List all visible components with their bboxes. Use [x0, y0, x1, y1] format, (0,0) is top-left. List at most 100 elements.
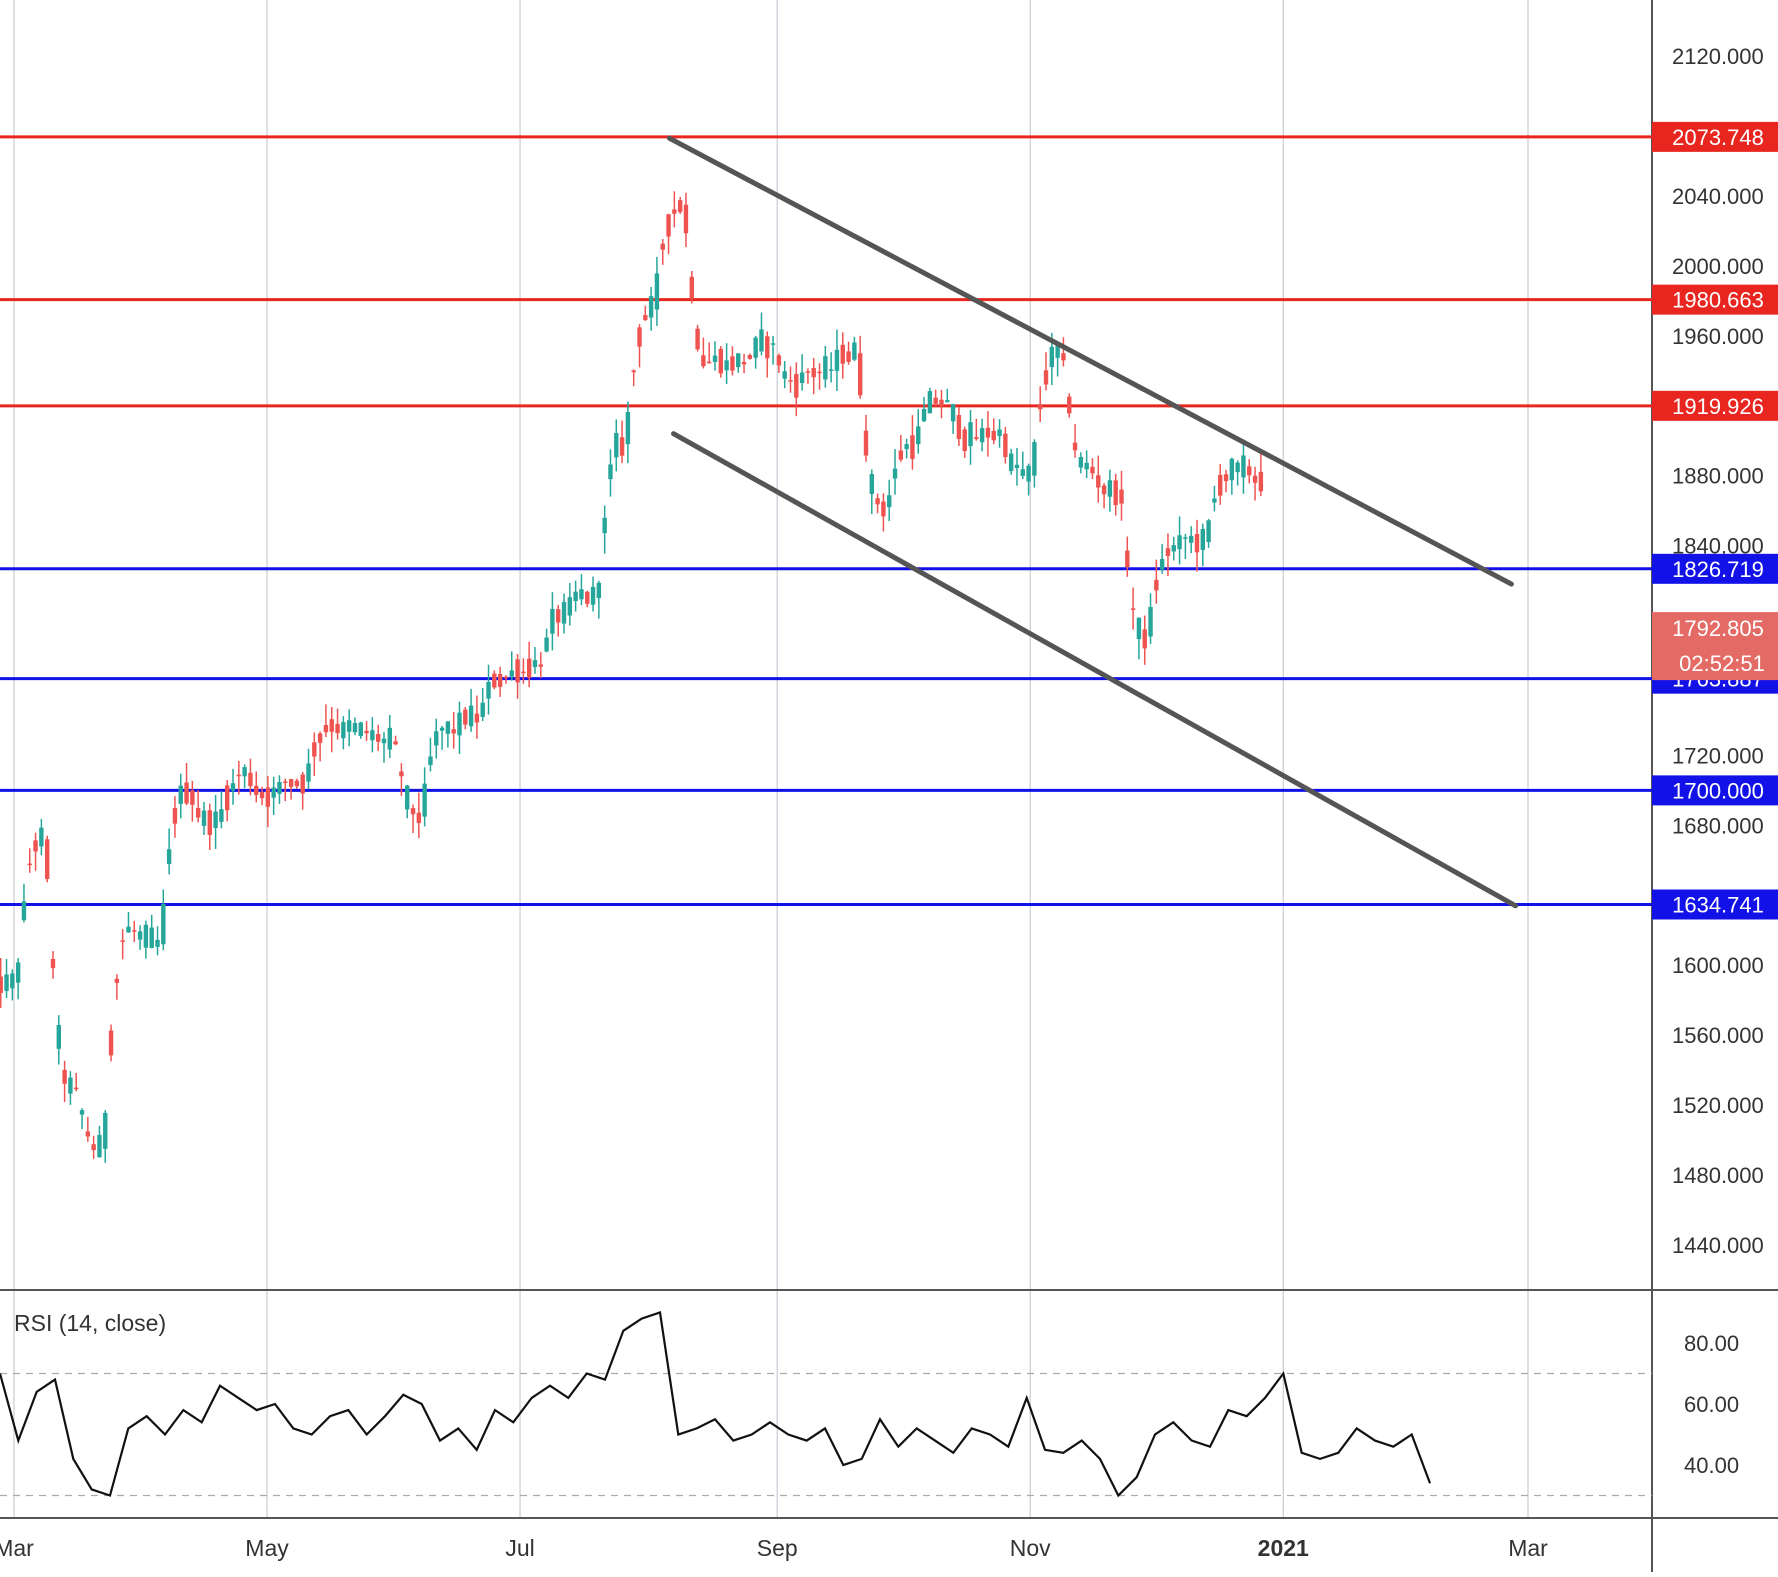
- candle: [788, 366, 793, 393]
- candle-body: [736, 353, 741, 368]
- candle-body: [602, 517, 607, 534]
- candle-body: [1154, 579, 1159, 591]
- candle-body: [730, 356, 735, 371]
- candle-body: [236, 774, 242, 777]
- candle-body: [21, 901, 27, 921]
- candle: [1142, 615, 1147, 665]
- candle-body: [1014, 464, 1020, 469]
- candle-body: [399, 771, 404, 777]
- candle: [614, 419, 619, 472]
- candle-body: [288, 779, 294, 787]
- candle-body: [927, 391, 933, 414]
- candle: [480, 687, 485, 722]
- candle: [416, 792, 422, 839]
- candle-body: [254, 785, 259, 795]
- candle: [1218, 463, 1223, 505]
- candle: [1061, 337, 1066, 367]
- candle: [323, 704, 329, 737]
- candle-body: [526, 658, 532, 679]
- support-level-tag: [1652, 775, 1778, 806]
- candle-body: [852, 342, 857, 360]
- candle-body: [213, 811, 218, 829]
- candle-body: [828, 369, 834, 371]
- candle-body: [811, 367, 816, 378]
- candle-body: [242, 767, 247, 777]
- candle: [927, 387, 933, 414]
- candle: [904, 438, 909, 459]
- candle: [312, 732, 317, 776]
- candle-body: [718, 348, 724, 374]
- candle-body: [428, 756, 433, 766]
- candle-body: [27, 863, 32, 866]
- candle-body: [712, 355, 718, 362]
- candle-body: [201, 810, 207, 826]
- candle: [805, 368, 811, 384]
- candle: [945, 388, 950, 403]
- candle: [898, 434, 904, 462]
- candle: [434, 718, 439, 759]
- candle: [143, 920, 149, 959]
- candle-body: [283, 781, 288, 783]
- candle: [277, 775, 282, 804]
- candle-body: [225, 785, 230, 811]
- candle: [619, 420, 625, 464]
- candle: [335, 708, 340, 740]
- candle-body: [689, 276, 694, 298]
- candle-body: [753, 337, 758, 358]
- candle: [161, 889, 166, 951]
- candle: [701, 337, 706, 369]
- candle-body: [573, 591, 578, 602]
- price-tick-label: 1840.000: [1672, 534, 1764, 559]
- candle-body: [457, 712, 462, 736]
- candle-body: [422, 783, 427, 817]
- candle: [776, 353, 782, 373]
- candle-body: [590, 586, 596, 605]
- candle-body: [823, 356, 828, 380]
- candle: [1235, 460, 1240, 486]
- price-tick-label: 1680.000: [1672, 813, 1764, 838]
- candle-body: [44, 839, 50, 879]
- candle-body: [997, 429, 1002, 437]
- candle-body: [956, 415, 962, 439]
- candle-body: [230, 783, 236, 791]
- candle: [207, 803, 212, 850]
- candle-body: [805, 371, 811, 373]
- candle: [149, 914, 154, 949]
- candle: [561, 593, 567, 634]
- candle: [1247, 459, 1252, 484]
- candle-body: [521, 671, 526, 674]
- candle-body: [416, 812, 422, 824]
- candle-body: [799, 372, 805, 383]
- price-candles: [0, 191, 1264, 1163]
- candle-body: [166, 849, 172, 865]
- candle-body: [887, 495, 892, 508]
- candle-body: [358, 722, 363, 737]
- time-tick-label: Mar: [1508, 1535, 1548, 1561]
- candle: [962, 426, 967, 458]
- rsi-legend-title: RSI (14, close): [14, 1310, 166, 1336]
- candle: [1055, 345, 1060, 377]
- candle-body: [1136, 617, 1142, 640]
- candle-body: [91, 1144, 96, 1151]
- candle-body: [1177, 535, 1182, 550]
- last-price-label: 1792.805: [1672, 616, 1764, 641]
- candle: [219, 791, 224, 829]
- candle: [364, 721, 369, 741]
- candle-body: [108, 1030, 114, 1056]
- candle: [288, 778, 294, 800]
- time-tick-label: Jul: [505, 1535, 534, 1561]
- candle-body: [677, 200, 683, 213]
- candle-body: [1032, 442, 1037, 476]
- candle-body: [1008, 453, 1014, 471]
- candle-body: [445, 721, 451, 734]
- candle: [103, 1110, 108, 1163]
- candle-body: [1212, 498, 1217, 503]
- candle: [1188, 526, 1194, 554]
- candle: [33, 832, 38, 871]
- candle: [44, 835, 50, 883]
- candle-body: [1200, 528, 1206, 550]
- candle-body: [219, 809, 224, 822]
- candle: [712, 341, 718, 371]
- candle-body: [1090, 466, 1095, 474]
